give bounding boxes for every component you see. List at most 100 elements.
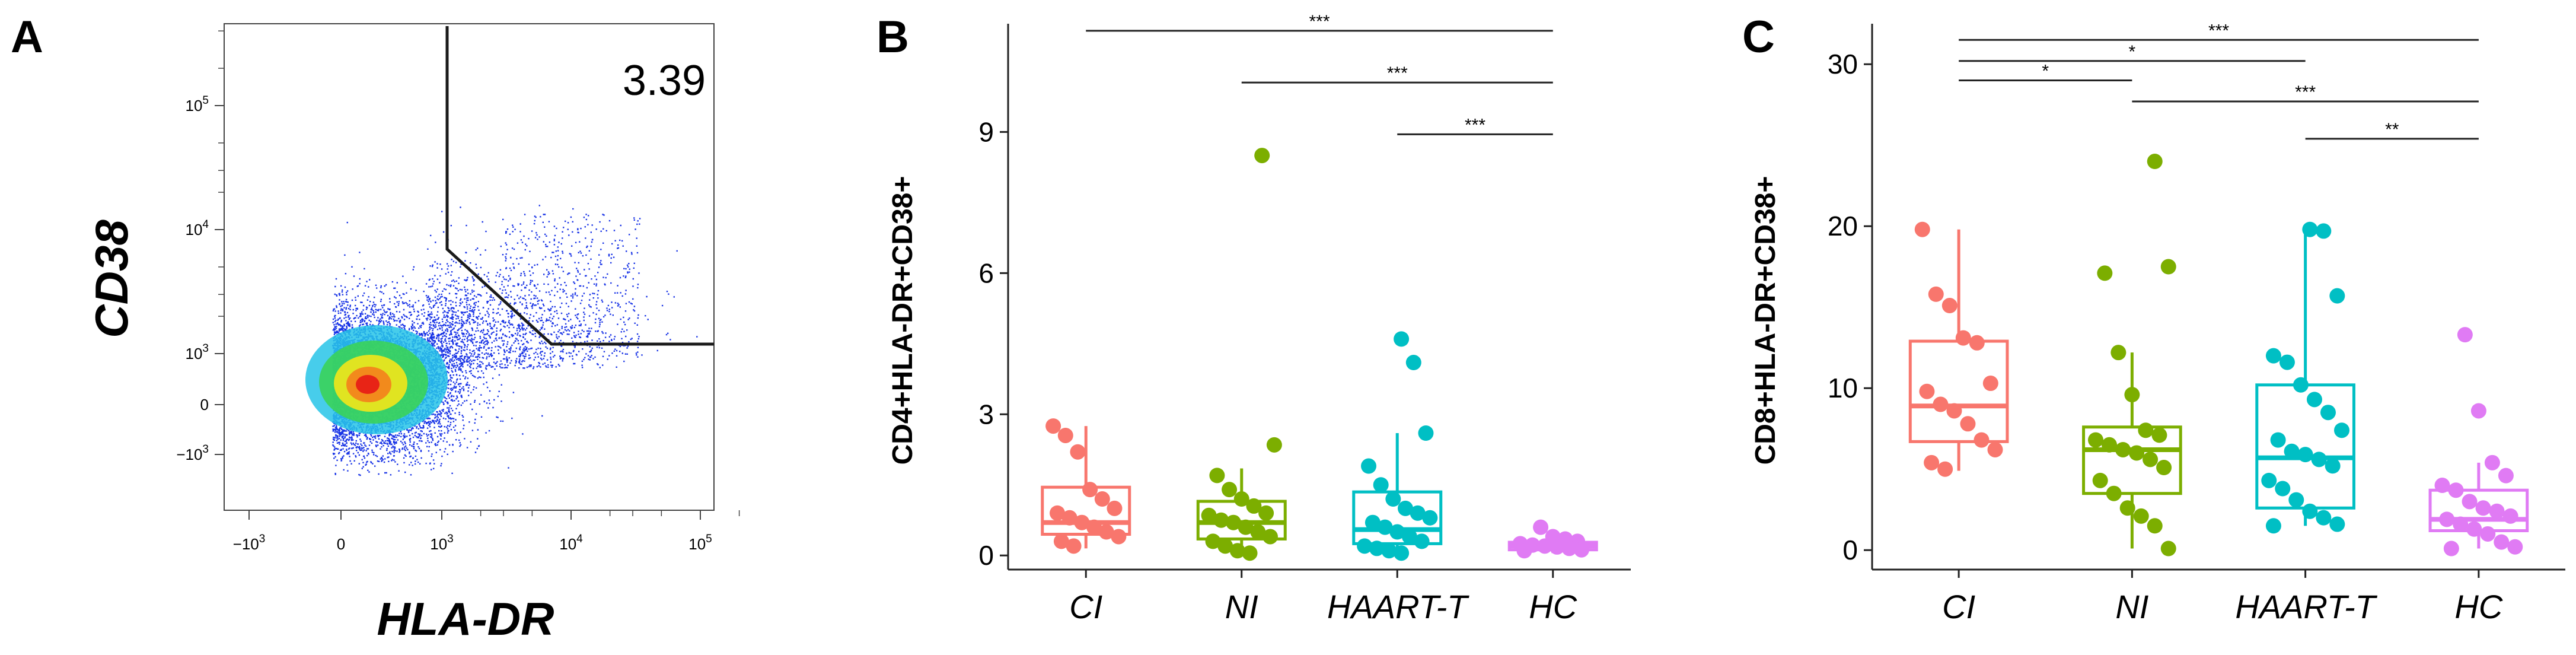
data-point [1516,543,1532,559]
y-axis-label: CD38 [85,220,138,338]
y-axis-ticks: −103 0 103 104 105 [176,30,224,463]
x-tick-label: HC [2454,588,2502,625]
data-point [1254,148,1270,164]
data-point [1549,539,1565,555]
y-tick-label: 103 [186,342,209,363]
significance-label: *** [2295,82,2316,102]
data-point [2265,518,2281,534]
x-tick-label: CI [1942,588,1975,625]
data-point [2147,154,2163,170]
panel-c-letter: C [1742,12,1775,62]
data-point [2160,540,2176,557]
significance-label: * [2042,62,2049,81]
x-axis-label: HLA-DR [377,593,554,645]
data-point [2443,540,2459,557]
data-point [1394,331,1410,347]
data-point [2494,534,2510,550]
data-point [1928,286,1944,302]
x-tick-label: 0 [337,535,345,553]
data-point [1361,458,1377,474]
significance-label: *** [2208,21,2229,40]
significance-label: ** [2385,120,2399,139]
data-point [1969,335,1985,351]
data-point [2288,492,2304,508]
data-point [1398,500,1414,516]
data-point [2160,259,2176,275]
gate-value: 3.39 [623,57,706,104]
y-tick-label: 105 [186,94,209,115]
data-point [2457,327,2473,343]
data-point [2147,518,2163,534]
data-point [1213,512,1229,528]
data-point [2092,472,2108,488]
data-point [2484,454,2500,470]
data-point [1987,441,2003,457]
data-point [1238,519,1254,535]
data-point [1410,505,1426,521]
data-point [1107,500,1123,516]
data-point [1377,519,1393,535]
data-point [2110,345,2127,361]
data-point [2115,441,2131,457]
data-point [1533,519,1549,535]
data-point [2466,521,2482,537]
data-point [2448,482,2464,498]
data-point [1246,498,1262,514]
panel-b: B CD4+HLA-DR+CD38+ 0 3 6 9 CI NI HAART-T HC *** *… [876,12,1631,625]
data-point [2329,288,2345,304]
data-point [2311,451,2327,468]
data-point [1217,538,1233,554]
data-point [2507,539,2523,555]
x-tick-label: 104 [559,533,583,553]
data-point [1057,427,1073,443]
data-point [1074,514,1090,530]
data-point [2462,494,2478,510]
data-point [1086,519,1102,535]
data-point [1201,507,1217,523]
data-point [2489,503,2505,519]
data-point [1111,529,1127,545]
panel-b-letter: B [876,12,909,62]
x-tick-label: HAART-T [2235,588,2377,625]
data-point [1209,468,1225,484]
data-point [1045,418,1061,434]
data-point [1418,425,1434,441]
data-point [1050,505,1066,521]
data-point [2156,460,2172,476]
data-point [1364,514,1381,530]
data-point [1053,533,1069,549]
panel-c: C CD8+HLA-DR+CD38+ 0 10 20 30 CI NI HAART-T HC *… [1742,12,2565,625]
data-point [1098,524,1114,540]
data-point [2475,500,2491,516]
x-tick-label: −103 [233,533,266,553]
density-red [356,375,380,394]
data-point [1258,505,1274,521]
data-point [1573,542,1589,558]
data-point [2325,458,2341,474]
significance-label: * [2129,42,2136,62]
data-point [2316,510,2332,526]
data-point [1933,396,1949,412]
data-point [1982,376,1998,392]
data-point [2434,478,2450,494]
data-point [1061,510,1077,526]
data-point [1414,533,1430,549]
y-tick-label: 30 [1828,49,1858,80]
x-tick-label: NI [1225,588,1258,625]
data-point [1394,545,1410,561]
data-point [2143,451,2159,468]
data-point [1094,491,1110,507]
y-tick-label: 10 [1828,373,1858,403]
significance-label: *** [1465,115,1485,135]
scatter-dots-low [332,205,698,476]
y-tick-label: 20 [1828,211,1858,241]
x-tick-label: HAART-T [1327,588,1469,625]
data-point [2097,265,2113,281]
x-axis-ticks: −103 0 103 104 105 [233,510,740,553]
data-point [2151,427,2167,443]
data-point [2316,223,2332,239]
data-point [1960,416,1976,432]
data-point [2279,354,2295,370]
data-point [2275,481,2291,497]
data-point [1914,221,1930,237]
